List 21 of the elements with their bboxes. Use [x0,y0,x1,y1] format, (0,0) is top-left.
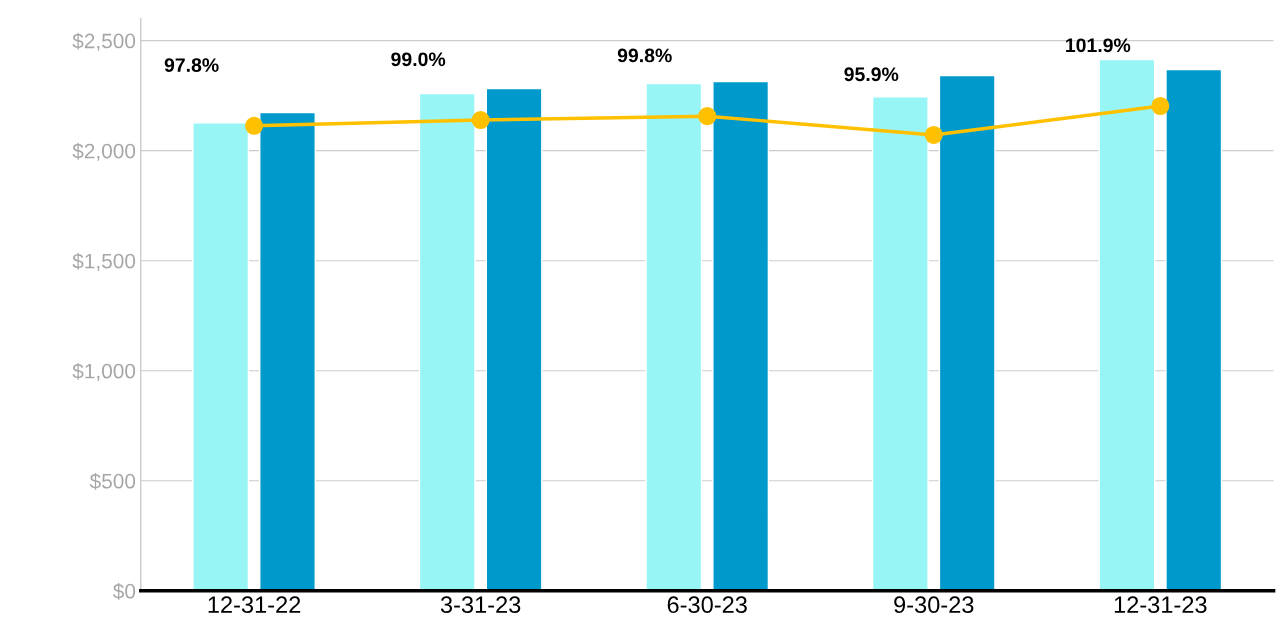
point [245,116,264,135]
data-label: 101.9% [1066,38,1131,53]
point [471,110,490,130]
x-tick-label: 9-30-23 [894,596,974,614]
point [698,107,717,126]
data-label: 99.8% [617,48,672,63]
y-tick-label: $1,500 [72,252,136,271]
data-label: 97.8% [164,58,219,72]
data-label: 95.9% [844,67,899,82]
x-tick-label: 12-31-22 [208,596,301,614]
y-tick-label: $2,000 [72,142,136,161]
x-tick-label: 12-31-23 [1114,596,1207,614]
data-label: 99.0% [391,52,446,67]
y-tick-label: $1,000 [72,362,136,381]
x-tick-label: 6-30-23 [667,596,747,614]
y-tick-label: $0 [112,582,136,600]
y-tick-label: $500 [89,472,136,490]
point [1151,96,1170,116]
y-tick-label: $2,500 [72,32,136,51]
x-tick-label: 3-31-23 [440,596,521,614]
point [924,125,943,145]
